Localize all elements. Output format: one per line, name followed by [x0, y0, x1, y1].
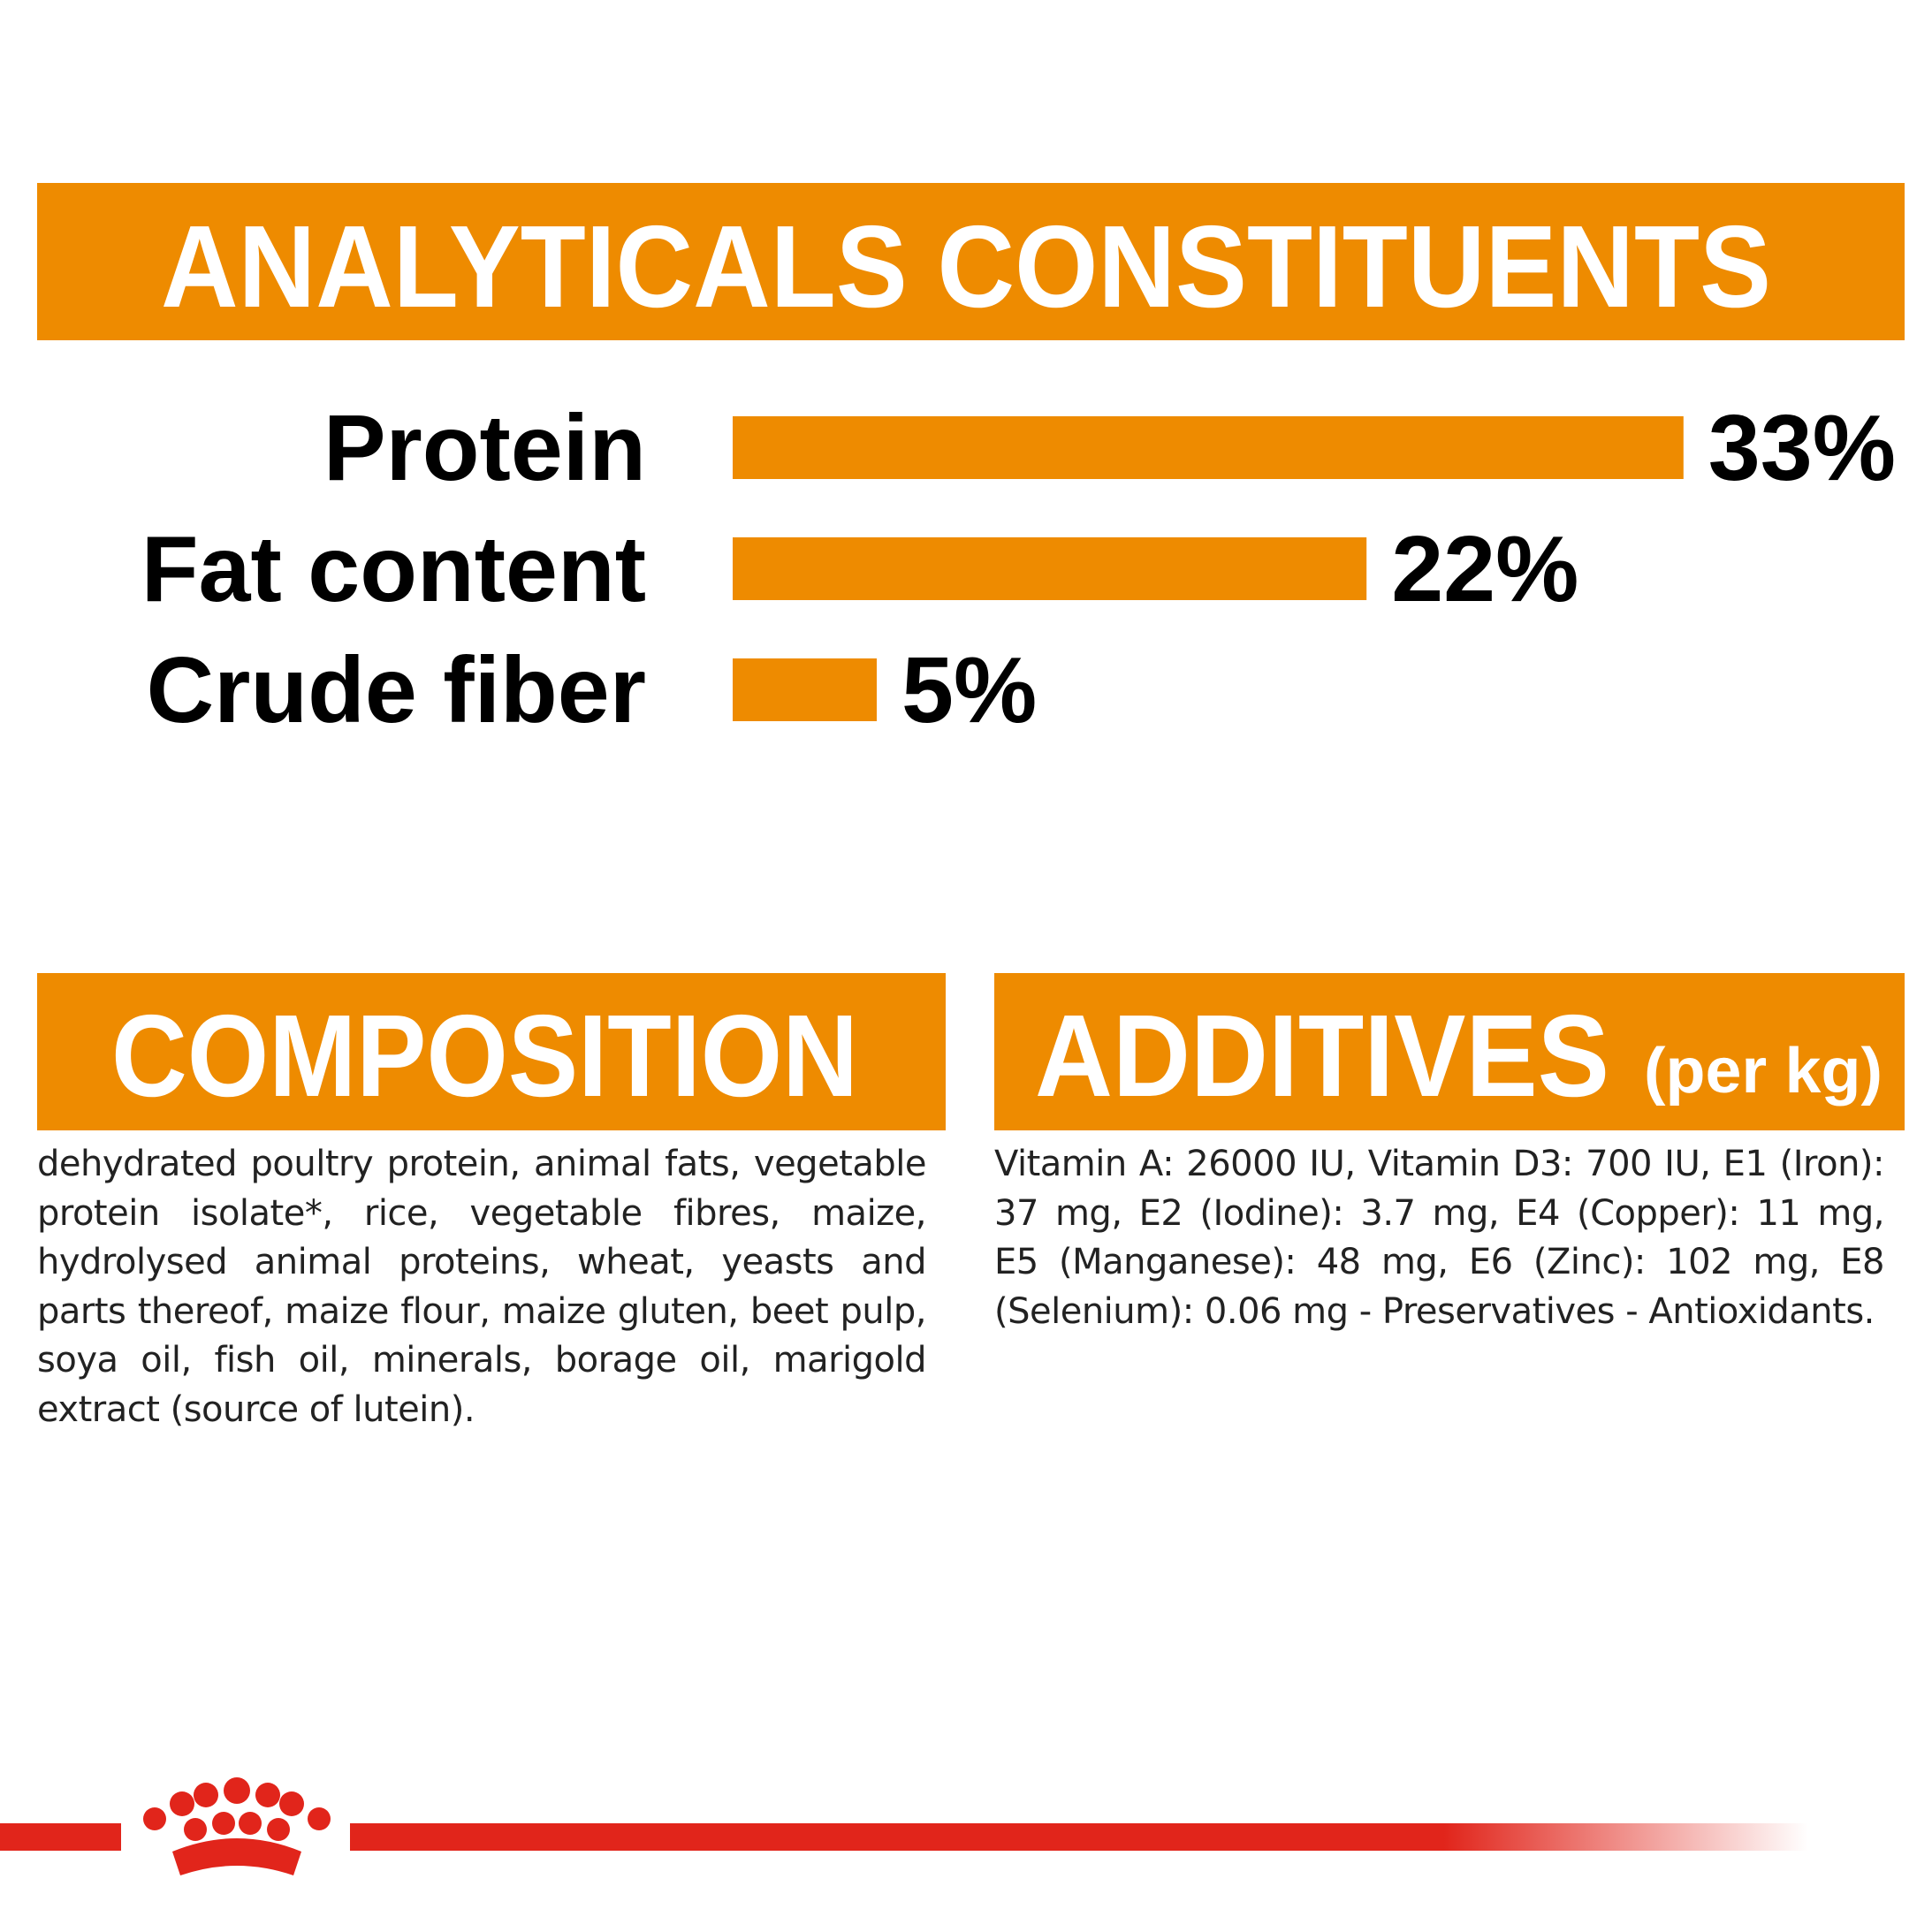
bar: [733, 416, 1684, 479]
chart-title: ANALYTICALS CONSTITUENTS: [161, 202, 1771, 331]
composition-title: COMPOSITION: [111, 991, 858, 1121]
category-label: Fat content: [141, 517, 646, 621]
value-label: 5%: [901, 638, 1037, 742]
value-label: 33%: [1708, 396, 1896, 500]
logo: [143, 1777, 331, 1875]
bar-chart: Protein 33% Fat content 22% Crude fiber 5%: [141, 396, 1896, 742]
additives-subtitle: (per kg): [1644, 1036, 1883, 1107]
bar: [733, 537, 1367, 600]
composition-text: dehydrated poultry protein, animal fats,…: [37, 1144, 927, 1430]
additives-title: ADDITIVES: [1035, 991, 1609, 1121]
category-label: Crude fiber: [147, 638, 646, 742]
footer-line: [350, 1823, 1808, 1851]
additives-text: Vitamin A: 26000 IU, Vitamin D3: 700 IU,…: [994, 1144, 1885, 1332]
value-label: 22%: [1391, 517, 1578, 621]
footer-line: [0, 1823, 121, 1851]
category-label: Protein: [323, 396, 646, 500]
additives-banner: [994, 973, 1905, 1130]
title-banner: [37, 183, 1905, 340]
bar: [733, 658, 877, 721]
composition-banner: [37, 973, 946, 1130]
